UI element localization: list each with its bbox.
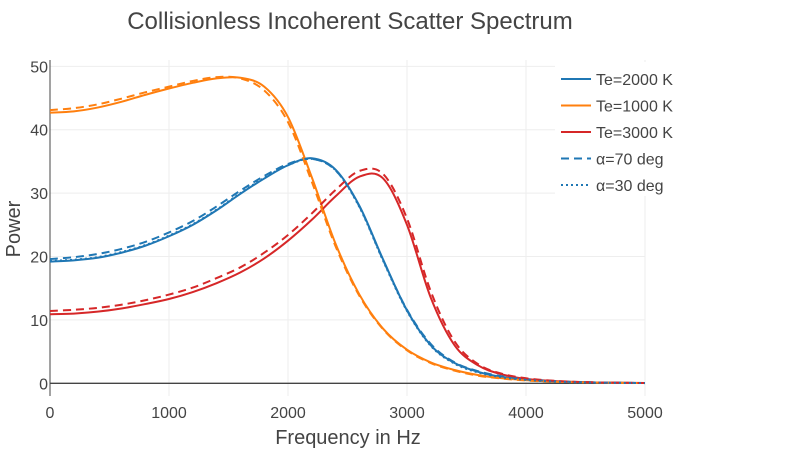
- y-tick-label: 20: [30, 250, 48, 267]
- y-tick-label: 0: [39, 376, 48, 393]
- series-line: [49, 75, 646, 384]
- legend[interactable]: Te=2000 K Te=1000 K Te=3000 K α=70 deg α=30 …: [555, 62, 695, 196]
- x-tick-label: 4000: [508, 405, 544, 422]
- legend-label: Te=3000 K: [596, 125, 673, 142]
- x-tick-label: 0: [46, 405, 55, 422]
- legend-item[interactable]: Te=2000 K: [561, 72, 673, 89]
- x-tick-label: 5000: [627, 405, 663, 422]
- legend-item[interactable]: Te=3000 K: [561, 125, 673, 142]
- y-tick-label: 10: [30, 313, 48, 330]
- series-layer: [49, 75, 646, 385]
- y-tick-label: 30: [30, 186, 48, 203]
- legend-background: [555, 62, 695, 196]
- x-tick-label: 1000: [151, 405, 187, 422]
- legend-item[interactable]: α=70 deg: [561, 152, 664, 169]
- chart-title: Collisionless Incoherent Scatter Spectru…: [127, 8, 573, 35]
- y-axis-title: Power: [3, 200, 25, 257]
- series-line: [49, 157, 646, 384]
- legend-label: α=70 deg: [596, 152, 664, 169]
- ticks-layer: 0 1000 2000 3000 4000 5000 0 10 20 30 40 50: [30, 59, 663, 422]
- series-line: [49, 172, 646, 384]
- legend-item[interactable]: Te=1000 K: [561, 99, 673, 116]
- legend-item[interactable]: α=30 deg: [561, 178, 664, 195]
- legend-label: Te=2000 K: [596, 72, 673, 89]
- y-tick-label: 40: [30, 123, 48, 140]
- series-line: [49, 167, 646, 384]
- x-tick-label: 2000: [270, 405, 306, 422]
- x-tick-label: 3000: [389, 405, 425, 422]
- axes-layer: [49, 60, 645, 396]
- x-axis-title: Frequency in Hz: [275, 427, 421, 449]
- legend-label: α=30 deg: [596, 178, 664, 195]
- legend-label: Te=1000 K: [596, 99, 673, 116]
- y-tick-label: 50: [30, 59, 48, 76]
